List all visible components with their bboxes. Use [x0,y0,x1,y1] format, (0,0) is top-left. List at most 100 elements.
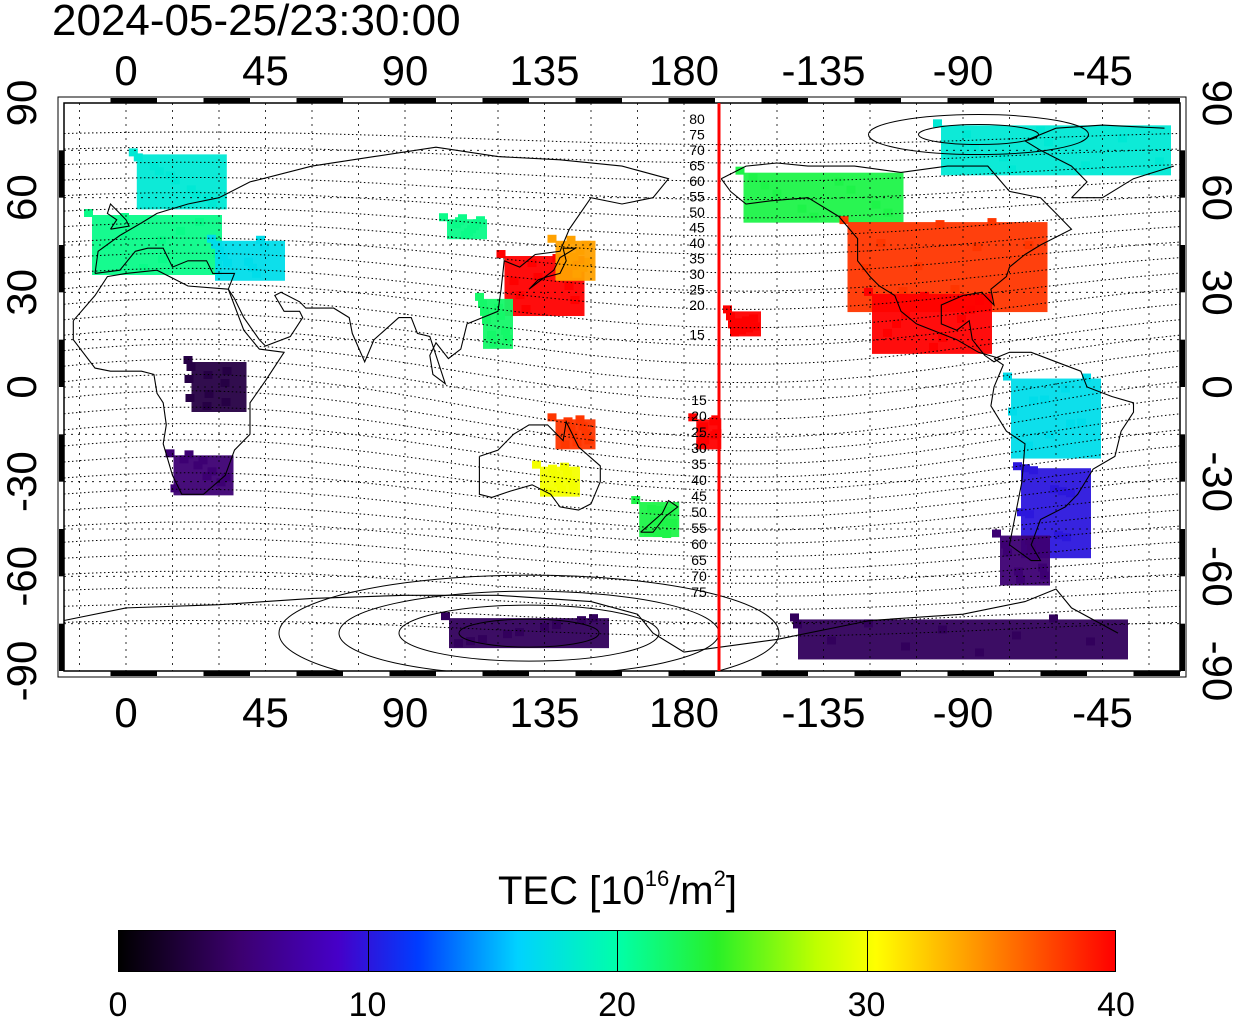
lon-tick-top: 90 [382,47,429,94]
lon-tick-bottom: 90 [382,689,429,736]
contour-label: 45 [689,220,705,236]
contour-label: 65 [689,158,705,174]
coastline [478,419,601,511]
colorbar-tick-mark [866,930,868,972]
colorbar-tick: 20 [598,986,636,1024]
contour-label: 70 [691,568,707,584]
lon-tick-bottom: -45 [1072,689,1133,736]
contour-label: 80 [689,111,705,127]
contour-label: 15 [689,327,705,343]
lon-tick-bottom: 135 [509,689,579,736]
lat-tick-left: 30 [0,269,45,316]
lat-tick-left: 60 [0,174,45,221]
contour-line [64,313,1180,365]
contour-label: 55 [691,520,707,536]
colorbar-tick: 30 [847,986,886,1024]
colorbar-tick: 0 [108,986,128,1024]
lat-tick-left: 90 [0,80,45,127]
lat-tick-left: 0 [0,375,45,398]
contour-label: 45 [691,488,707,504]
contour-label: 20 [689,297,705,313]
lon-tick-top: -90 [933,47,994,94]
contour-label: 15 [691,392,707,408]
coastline [640,499,679,533]
tec-patch [441,612,609,649]
tec-patch [864,287,992,354]
lat-tick-left: -30 [0,451,45,512]
contour-label: 65 [691,552,707,568]
page-title: 2024-05-25/23:30:00 [52,0,461,45]
contour-label: 20 [691,408,707,424]
lat-tick-right: 60 [1194,174,1235,221]
contour-label: 60 [691,536,707,552]
contour-labels: 8075706560555045403530252015152025303540… [689,111,707,600]
pole-ring [918,124,1039,146]
contour-label: 75 [689,127,705,143]
contour-line [64,488,1180,531]
coastline [720,162,1073,363]
lat-tick-right: -30 [1194,451,1235,512]
contour-label: 25 [689,282,705,298]
lat-tick-right: -90 [1194,641,1235,702]
lon-tick-top: 45 [242,47,289,94]
contour-label: 75 [691,584,707,600]
tec-map: 8075706560555045403530252015152025303540… [0,47,1235,736]
contour-label: 30 [691,440,707,456]
lat-tick-left: -60 [0,546,45,607]
coastline [94,146,670,386]
lat-tick-right: 30 [1194,269,1235,316]
contour-line [64,267,1180,310]
contour-label: 25 [691,424,707,440]
coastline [528,247,578,290]
colorbar-title: TEC [1016/m2] [497,866,737,913]
contour-label: 55 [689,189,705,205]
lon-tick-top: -45 [1072,47,1133,94]
coastline [64,588,1119,653]
lon-tick-top: 135 [509,47,579,94]
contour-line [64,283,1180,329]
lon-tick-top: 180 [649,47,719,94]
pole-ring [458,618,600,648]
coastline [990,351,1135,562]
lat-tick-right: 0 [1194,375,1235,398]
contour-label: 40 [691,472,707,488]
pole-ring [868,114,1089,156]
lon-tick-bottom: 45 [242,689,289,736]
lon-tick-bottom: 180 [649,689,719,736]
lon-tick-bottom: 0 [114,689,137,736]
lon-tick-bottom: -90 [933,689,994,736]
frame-ticks [57,96,1187,678]
contour-label: 50 [689,204,705,220]
lat-tick-right: -60 [1194,546,1235,607]
lon-tick-top: -135 [781,47,865,94]
contour-label: 60 [689,173,705,189]
contour-label: 70 [689,142,705,158]
coastline [106,202,130,230]
colorbar-tick-mark [367,930,369,972]
colorbar-tick: 10 [348,986,387,1024]
coastlines [64,124,1174,653]
tec-patch [84,209,222,275]
tec-patch [735,166,904,223]
lon-tick-bottom: -135 [781,689,865,736]
contour-line [64,472,1180,518]
lon-tick-top: 0 [114,47,137,94]
contour-label: 35 [689,251,705,267]
contour-label: 40 [689,235,705,251]
colorbar-tick: 40 [1097,986,1135,1024]
tec-patch [207,234,285,281]
axis-labels: 0 45 90 135 180 -135 -90 -45 0 45 90 135 180 -135 -90 -… [0,47,1235,736]
tec-patch [128,148,227,210]
contour-line [64,298,1180,347]
tec-patch [165,449,234,496]
pole-ring [398,604,660,662]
coastline [72,269,286,495]
tec-patch [992,529,1050,586]
colorbar-tick-mark [617,930,618,972]
coastline [1023,124,1174,199]
tec-patch [1013,462,1091,559]
pole-ring [278,574,780,671]
contour-line [64,439,1180,491]
tec-patch [790,613,1128,660]
contour-label: 35 [691,456,707,472]
